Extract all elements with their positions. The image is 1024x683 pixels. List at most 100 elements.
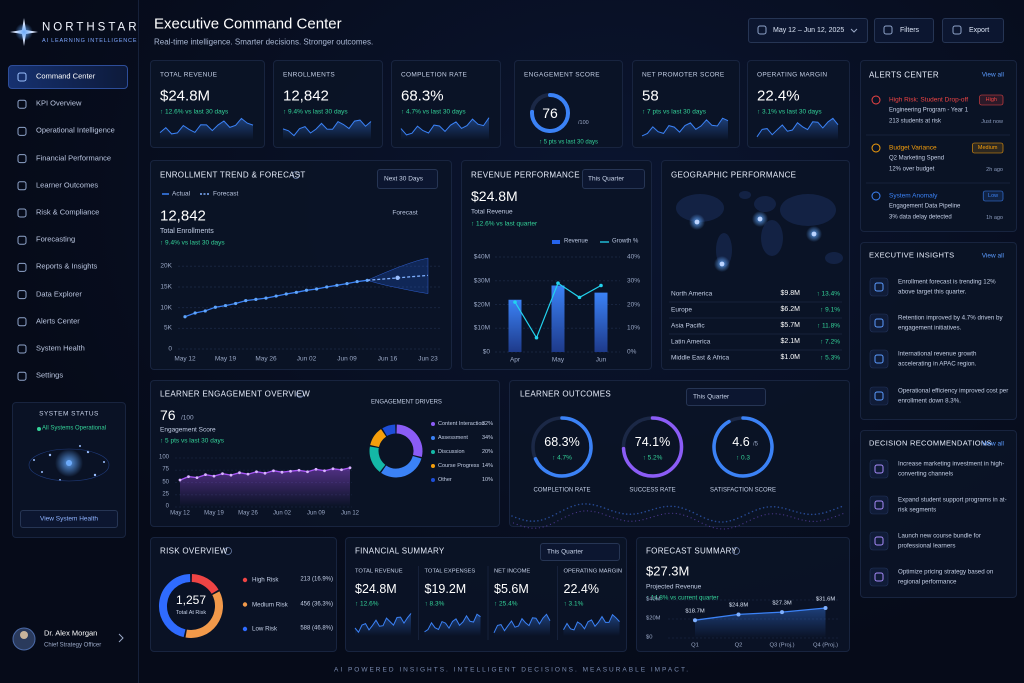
x-tick-label: Jun 02 xyxy=(272,510,292,517)
insight-text[interactable]: Optimize pricing strategy based on regio… xyxy=(898,568,994,586)
view-all-link[interactable]: View all xyxy=(981,440,1004,448)
panel-title: LEARNER OUTCOMES xyxy=(520,389,612,399)
period-text[interactable]: This Quarter xyxy=(588,175,625,183)
fin-label: NET INCOME xyxy=(494,568,531,575)
view-all-link[interactable]: View all xyxy=(981,252,1004,260)
insight-text[interactable]: Increase marketing investment in high-co… xyxy=(898,460,1005,478)
particle-decor xyxy=(716,527,718,530)
period-text[interactable]: This Quarter xyxy=(693,393,730,401)
particle-decor xyxy=(829,510,831,512)
series-point xyxy=(234,301,238,306)
icon xyxy=(17,262,27,272)
sparkline xyxy=(641,117,729,137)
nav-item[interactable]: Operational Intelligence xyxy=(36,126,115,136)
system-health-button[interactable] xyxy=(20,510,118,528)
x-tick-label: Jun xyxy=(595,356,607,364)
filters-text[interactable]: Filters xyxy=(900,26,920,34)
particle-decor xyxy=(707,518,709,521)
particle-decor xyxy=(633,513,635,515)
kpi-value: 68.3% xyxy=(401,87,444,105)
period-dropdown[interactable] xyxy=(540,543,620,561)
export-button[interactable] xyxy=(942,18,1004,43)
particle-decor xyxy=(574,504,576,507)
nav-item[interactable]: Risk & Compliance xyxy=(36,207,100,217)
particle-decor xyxy=(631,520,633,522)
x-tick-label: Jun 23 xyxy=(418,355,438,363)
particle-decor xyxy=(757,516,759,518)
period-text[interactable]: This Quarter xyxy=(547,548,584,556)
nav-item[interactable]: Financial Performance xyxy=(36,153,112,163)
icon xyxy=(874,318,884,328)
system-health-button-text[interactable]: View System Health xyxy=(39,515,99,523)
alert-title[interactable]: System Anomaly xyxy=(889,192,938,200)
legend-swatch xyxy=(552,240,560,244)
forecast-point xyxy=(693,618,697,623)
nav-item[interactable]: Settings xyxy=(36,370,64,380)
map-dot xyxy=(757,216,763,222)
insight-text[interactable]: Expand student support programs in at-ri… xyxy=(898,496,1007,514)
panel-title: DECISION RECOMMENDATIONS xyxy=(869,438,992,448)
y2-tick-label: 0% xyxy=(627,348,637,356)
nav-item[interactable]: Command Center xyxy=(36,71,96,81)
alert-title[interactable]: Budget Variance xyxy=(889,144,937,152)
insight-text: International revenue growth acceleratin… xyxy=(898,350,977,368)
nav-item[interactable]: System Health xyxy=(36,343,85,353)
particle-decor xyxy=(722,521,724,523)
sparkline-fill xyxy=(757,118,838,140)
particle-decor xyxy=(748,512,750,514)
legend-dot xyxy=(431,464,435,468)
period-dropdown[interactable] xyxy=(377,169,438,189)
nav-item[interactable]: Learner Outcomes xyxy=(36,180,99,190)
nav-item[interactable]: KPI Overview xyxy=(36,98,82,108)
insight-text[interactable]: Launch new course bundle for professiona… xyxy=(898,532,981,550)
date-range-text[interactable]: May 12 – Jun 12, 2025 xyxy=(773,26,845,34)
nav-item[interactable]: Alerts Center xyxy=(36,316,80,326)
kpi-label: NET PROMOTER SCORE xyxy=(642,71,725,79)
particle-decor xyxy=(675,512,677,515)
insight-icon-box xyxy=(869,531,889,551)
info-icon xyxy=(296,390,304,398)
nav-item[interactable]: Data Explorer xyxy=(36,289,82,299)
outcome-value: 68.3% xyxy=(544,434,580,449)
particle-decor xyxy=(590,510,592,512)
particle-decor xyxy=(744,514,746,516)
icon xyxy=(874,500,884,510)
enrollment-panel xyxy=(150,160,452,370)
x-tick-label: Jun 09 xyxy=(306,510,326,517)
outcome-label: SUCCESS RATE xyxy=(629,487,676,494)
particle-decor xyxy=(775,513,777,515)
alert-badge-text: Low xyxy=(988,192,999,199)
engagement-point xyxy=(340,468,343,472)
particle-decor xyxy=(522,519,524,521)
particle-decor xyxy=(731,527,733,529)
legend-dot xyxy=(242,626,248,632)
x-tick-label: May 19 xyxy=(204,510,224,517)
particle-decor xyxy=(629,513,632,515)
particle-decor xyxy=(559,511,561,513)
date-range-button[interactable] xyxy=(748,18,868,43)
kpi-scale: /100 xyxy=(578,119,589,126)
engagement-area xyxy=(180,467,350,507)
kpi-label: TOTAL REVENUE xyxy=(160,71,218,79)
y-tick-label: 100 xyxy=(158,454,169,461)
nav-item[interactable]: Forecasting xyxy=(36,234,76,244)
export-text[interactable]: Export xyxy=(969,26,990,34)
alert-title[interactable]: High Risk: Student Drop-off xyxy=(889,96,968,104)
engagement-point xyxy=(238,471,241,475)
map-landmass xyxy=(739,191,751,199)
series-point xyxy=(203,309,207,313)
constellation-node xyxy=(103,461,105,463)
view-all-link[interactable]: View all xyxy=(981,71,1004,79)
nav-item[interactable]: Reports & Insights xyxy=(36,262,98,272)
alert-badge-text: Medium xyxy=(977,144,998,151)
legend-dot xyxy=(431,478,435,482)
legend-value: 32% xyxy=(481,420,493,427)
y2-tick-label: 20% xyxy=(627,300,641,308)
period-dropdown[interactable] xyxy=(686,388,766,406)
particle-decor xyxy=(831,517,833,519)
period-dropdown[interactable] xyxy=(582,169,645,189)
particle-decor xyxy=(664,513,666,515)
particle-decor xyxy=(668,512,670,515)
icon xyxy=(17,317,27,327)
period-text[interactable]: Next 30 Days xyxy=(384,175,424,183)
